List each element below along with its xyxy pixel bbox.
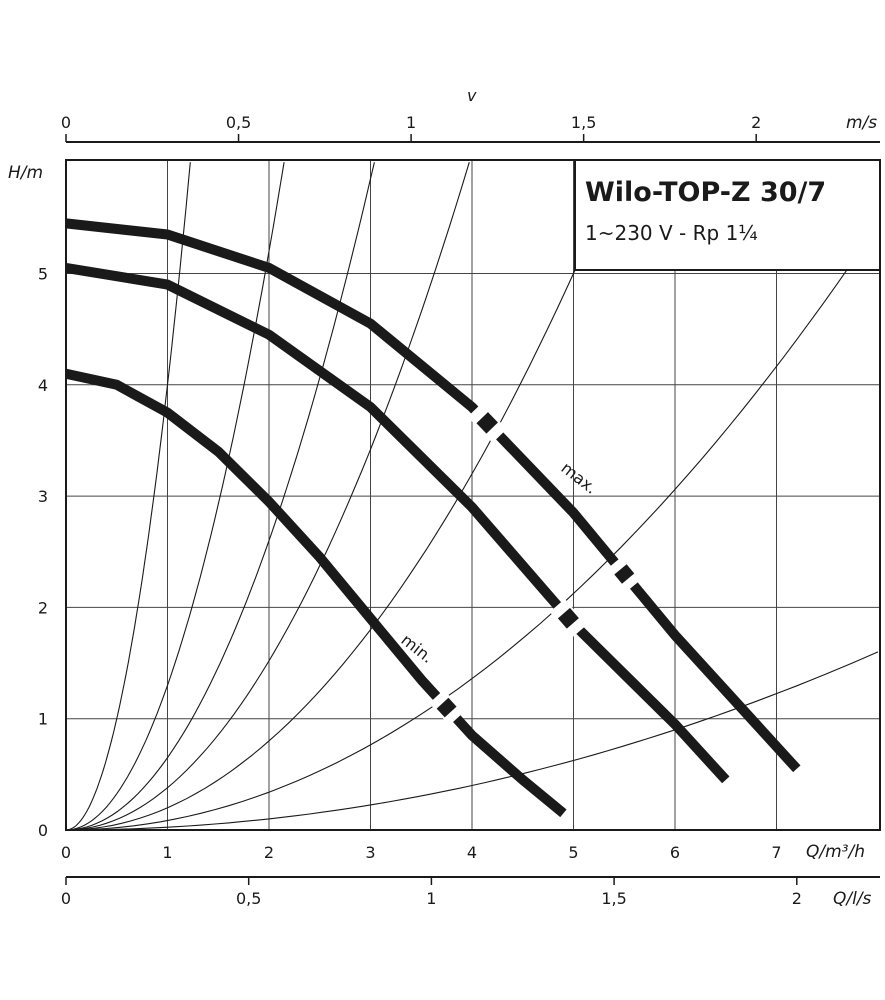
chart-title: Wilo-TOP-Z 30/7: [585, 177, 826, 208]
curve-marker: [429, 689, 465, 726]
pump-curve-3: [64, 368, 567, 818]
pump-curve-2: [65, 262, 730, 784]
system-curve: [65, 162, 191, 831]
pump-curves: [64, 218, 801, 818]
bottom-axis2-tick-label: 0: [61, 889, 71, 908]
y-tick-label: 1: [38, 710, 48, 729]
x-tick-label: 3: [365, 843, 375, 862]
system-curve: [65, 162, 375, 831]
x-tick-label: 1: [162, 843, 172, 862]
curve-block: [557, 607, 579, 629]
y-tick-label: 3: [38, 487, 48, 506]
x-tick-label: 0: [61, 843, 71, 862]
annotation-max: max.: [558, 458, 601, 498]
curve-marker: [549, 598, 588, 638]
curve-block: [436, 697, 457, 718]
y-tick-label: 4: [38, 376, 48, 395]
title-box-frame: [574, 159, 881, 271]
system-curve: [65, 224, 879, 831]
bottom-axis2-label: Q/l/s: [833, 889, 872, 909]
top-axis-label: v: [467, 86, 477, 105]
y-tick-label: 5: [38, 265, 48, 284]
top-axis-tick-label: 1: [406, 113, 416, 132]
y-tick-label: 2: [38, 598, 48, 617]
top-axis-tick-label: 0,5: [226, 113, 251, 132]
bottom-axis2-tick-label: 1,5: [601, 889, 626, 908]
x-tick-label: 2: [264, 843, 274, 862]
x-tick-label: 4: [467, 843, 477, 862]
curve-block: [476, 412, 498, 434]
x-tick-label: 7: [771, 843, 781, 862]
chart-subtitle: 1~230 V - Rp 1¼: [585, 221, 758, 245]
plot-frame: [65, 159, 881, 831]
bottom-axis2-tick-label: 2: [792, 889, 802, 908]
pump-curve-1: [65, 218, 801, 773]
y-tick-label: 0: [38, 821, 48, 840]
system-curves: [65, 161, 879, 831]
bottom-axis2-tick-label: 1: [426, 889, 436, 908]
x-tick-label: 5: [568, 843, 578, 862]
top-axis-tick-label: 0: [61, 113, 71, 132]
x-axis-label: Q/m³/h: [806, 842, 865, 862]
x-tick-label: 6: [670, 843, 680, 862]
curve-marker: [607, 556, 642, 592]
top-axis-tick-label: 2: [751, 113, 761, 132]
system-curve: [65, 161, 623, 831]
curve-marker: [467, 402, 507, 443]
top-axis-tick-label: 1,5: [571, 113, 596, 132]
system-curve: [65, 162, 285, 831]
curve-block: [614, 564, 635, 584]
bottom-axis2-tick-label: 0,5: [236, 889, 261, 908]
system-curve: [65, 162, 470, 831]
top-axis-unit: m/s: [846, 113, 877, 133]
y-axis-label: H/m: [8, 163, 43, 183]
title-box: Wilo-TOP-Z 30/7 1~230 V - Rp 1¼: [574, 159, 881, 271]
